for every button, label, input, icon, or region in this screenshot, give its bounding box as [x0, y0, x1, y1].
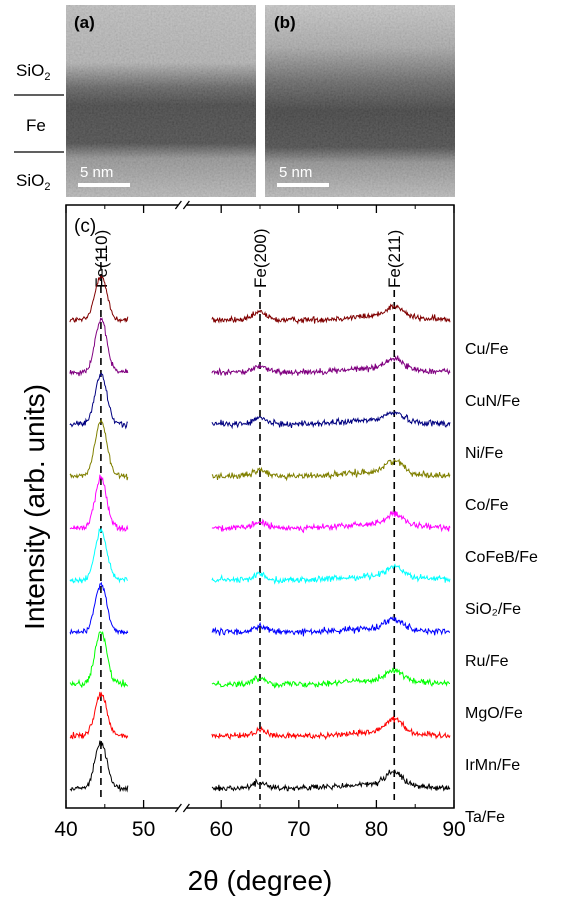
series-label-5: CoFeB/Fe: [465, 549, 538, 566]
scale-bar-b: [277, 183, 329, 187]
axis-break-marks: [174, 200, 190, 813]
x-axis-ticks: 40 50 60 70 80 90: [54, 205, 466, 841]
series-label-1: Cu/Fe: [465, 341, 509, 358]
layer-mid-label: Fe: [26, 116, 46, 135]
layer-labels: SiO2 Fe SiO2: [14, 61, 64, 193]
series-trace-5-high: [211, 510, 451, 534]
scale-bar-b-label: 5 nm: [279, 164, 312, 181]
x-axis-label: 2θ (degree): [188, 865, 333, 896]
x-tick-label-40: 40: [54, 818, 77, 841]
panel-c-label: (c): [74, 216, 96, 237]
scale-bar-a: [78, 183, 130, 187]
series-trace-9-low: [69, 691, 129, 740]
series-trace-10-low: [69, 740, 129, 793]
tem-panel-b: (b) 5 nm: [265, 5, 455, 197]
axis-break-slash-top-1: [174, 200, 182, 210]
series-trace-7-high: [211, 616, 450, 637]
series-traces: [69, 275, 451, 793]
reference-label-2: Fe(200): [251, 228, 270, 288]
series-trace-8-low: [69, 630, 129, 688]
reference-label-1: Fe(110): [92, 230, 111, 288]
x-tick-label-80: 80: [365, 818, 388, 841]
series-trace-8-high: [211, 667, 450, 689]
x-tick-label-50: 50: [132, 818, 155, 841]
series-trace-3-low: [69, 372, 128, 430]
series-trace-2-low: [69, 317, 129, 377]
axis-break-slash-bottom-2: [182, 803, 190, 813]
panel-a-label: (a): [74, 13, 95, 32]
series-label-7: Ru/Fe: [465, 653, 509, 670]
series-label-6: SiO₂/Fe: [465, 601, 521, 618]
series-labels: Cu/Fe CuN/Fe Ni/Fe Co/Fe CoFeB/Fe SiO₂/Fe Ru/F…: [465, 341, 538, 826]
series-trace-9-high: [211, 716, 451, 741]
axis-break-slash-bottom-1: [174, 803, 182, 813]
series-label-8: MgO/Fe: [465, 705, 523, 722]
series-label-2: CuN/Fe: [465, 393, 520, 410]
series-trace-4-low: [69, 419, 129, 481]
series-trace-4-high: [211, 458, 451, 482]
reference-lines: Fe(110) Fe(200) Fe(211): [92, 228, 404, 800]
series-label-9: IrMn/Fe: [465, 757, 520, 774]
series-label-3: Ni/Fe: [465, 445, 503, 462]
series-trace-7-low: [69, 581, 129, 636]
axis-break-slash-top-2: [182, 200, 190, 210]
tem-panel-a: (a) 5 nm: [66, 5, 256, 197]
series-trace-10-high: [211, 768, 451, 792]
tem-noise-a: [66, 5, 256, 197]
series-label-10: Ta/Fe: [465, 809, 505, 826]
series-trace-6-high: [211, 563, 451, 585]
scale-bar-a-label: 5 nm: [80, 164, 113, 181]
axis-break-gap-bottom: [178, 804, 187, 812]
series-trace-1-low: [69, 275, 129, 324]
series-trace-1-high: [211, 303, 451, 325]
layer-top-label: SiO2: [16, 61, 50, 83]
series-trace-5-low: [69, 474, 129, 532]
series-trace-2-high: [211, 355, 451, 377]
tem-noise-b: [265, 5, 455, 197]
xrd-chart: (c) Fe(110) Fe(200) Fe(211) Cu/Fe CuN/Fe Ni/…: [19, 200, 538, 896]
reference-label-3: Fe(211): [385, 230, 404, 288]
x-tick-label-90: 90: [442, 818, 465, 841]
layer-bottom-label: SiO2: [16, 171, 50, 193]
y-axis-label: Intensity (arb. units): [19, 384, 50, 630]
series-label-4: Co/Fe: [465, 497, 509, 514]
x-tick-label-60: 60: [210, 818, 233, 841]
x-tick-label-70: 70: [287, 818, 310, 841]
series-trace-3-high: [211, 410, 451, 430]
panel-b-label: (b): [274, 13, 296, 32]
series-trace-6-low: [69, 528, 129, 584]
axis-break-gap-top: [178, 201, 187, 209]
